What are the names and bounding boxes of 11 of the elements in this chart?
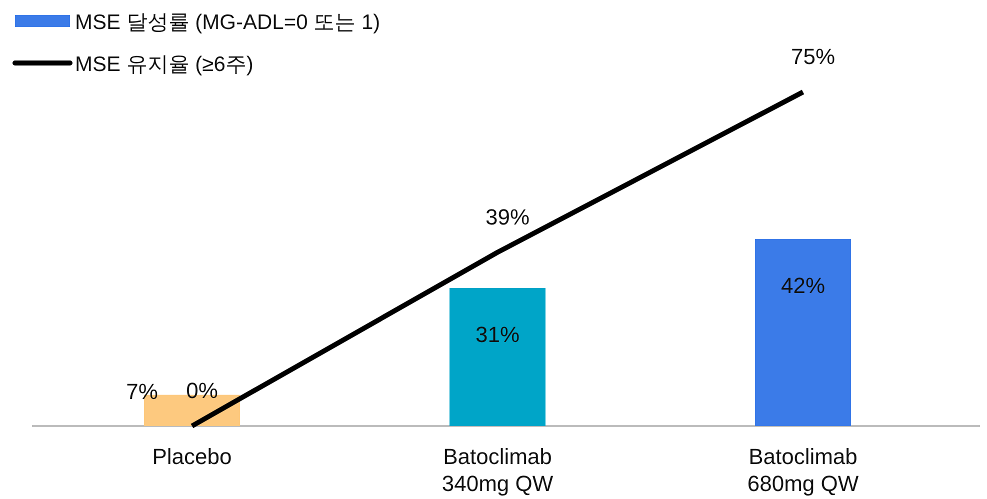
data-label: 42%	[780, 272, 826, 298]
data-label: 31%	[475, 322, 520, 347]
x-tick-label: Batoclimab 340mg QW	[442, 444, 554, 496]
data-label: 75%	[790, 44, 836, 69]
data-label: 7%	[126, 378, 158, 404]
data-label: 39%	[485, 204, 530, 230]
x-tick-label: Placebo	[152, 444, 232, 469]
legend-label: MSE 달성률 (MG-ADL=0 또는 1)	[75, 11, 380, 34]
data-label: 0%	[186, 378, 218, 403]
x-tick-label: Batoclimab 680mg QW	[747, 444, 859, 496]
legend-label: MSE 유지율 (≥6주)	[75, 53, 254, 76]
